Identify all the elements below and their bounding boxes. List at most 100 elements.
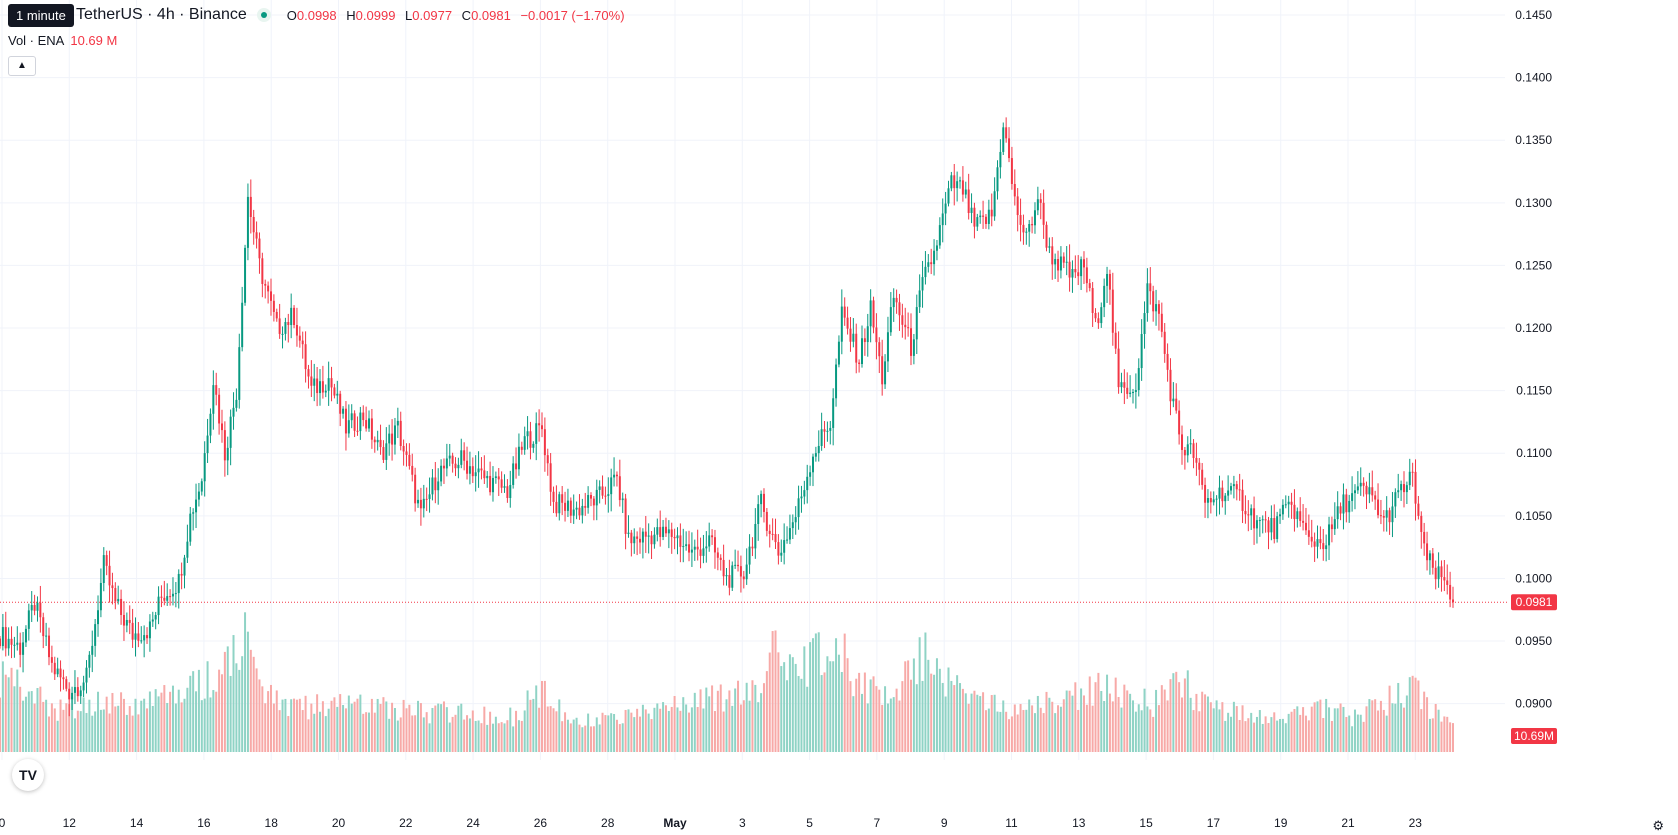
price-axis[interactable]: 0.1450 0.1400 0.1350 0.1300 0.1250 0.1200 0.11… [1511,8,1557,744]
volume-bar [552,708,555,752]
volume-bar [370,698,373,752]
candle-body [615,474,618,477]
candle-body [105,555,108,566]
candle-body [1172,398,1175,402]
last-volume-tag [1511,728,1557,744]
time-axis[interactable]: 0 12 14 16 18 20 22 24 26 28 May 3 5 7 9 11 13 15 17 19 21 23 [0,816,1422,830]
volume-bar [1356,714,1359,752]
volume-legend[interactable]: Vol · ENA 10.69 M [8,33,117,48]
volume-bar [368,712,371,752]
volume-bar [1284,723,1287,752]
candle-body [307,369,310,377]
candle-body [186,541,189,558]
candle-body [166,596,169,601]
candle-body [973,207,976,227]
market-status-icon[interactable] [256,8,271,22]
candle-body [238,347,241,400]
volume-bar [895,688,898,752]
candle-body [50,657,53,663]
volume-bar [734,688,737,752]
volume-bar [1062,699,1065,752]
candle-body [809,472,812,477]
candle-body [1062,256,1065,263]
candle-body [1328,524,1331,546]
volume-bar [391,702,394,752]
volume-bar [460,703,463,752]
candle-body [1045,224,1048,248]
volume-bar [618,724,621,752]
candle-body [1074,268,1077,273]
volume-bar [1166,700,1169,752]
candle-body [30,605,33,611]
candle-body [930,262,933,265]
candle-body [1025,231,1028,233]
volume-bar [1183,678,1186,752]
candle-body [1250,508,1253,516]
volume-bar [414,715,417,752]
candle-body [336,393,339,396]
candle-body [728,575,731,588]
volume-bar [1114,677,1117,752]
volume-bar [1316,701,1319,752]
candle-body [1353,490,1356,494]
candle-body [1160,313,1163,332]
volume-bar [1345,716,1348,752]
candle-body [88,654,91,668]
volume-bar [218,669,221,752]
volume-bar [1293,708,1296,752]
symbol-title[interactable]: TetherUS · 4h · Binance [76,6,247,23]
tradingview-logo-icon[interactable]: TV [12,759,44,791]
volume-bar [664,705,667,752]
x-tick-label: 20 [332,816,346,830]
candle-body [783,540,786,553]
volume-bar [174,703,177,752]
volume-bar [656,703,659,752]
candle-body [382,447,385,460]
volume-bar [1059,706,1062,752]
candle-body [1114,332,1117,349]
candle-body [16,642,19,645]
candle-body [1181,434,1184,450]
candle-body [561,494,564,503]
candle-body [269,291,272,301]
volume-bar [604,715,607,752]
volume-bar [1307,720,1310,752]
volume-bar [1016,714,1019,752]
volume-bar [1025,709,1028,752]
volume-bar [111,692,114,752]
candle-body [19,642,22,655]
volume-bar [1449,722,1452,752]
volume-bar [520,720,523,752]
volume-bar [379,703,382,752]
candle-body [829,427,832,431]
candle-body [1452,599,1454,603]
candle-body [489,475,492,493]
candle-body [1273,518,1276,539]
volume-bar [1057,705,1060,752]
volume-bar [24,696,27,752]
candle-body [693,546,696,550]
volume-bar [1414,677,1417,752]
grid [0,0,1505,760]
candle-body [1204,484,1207,503]
candle-body [206,435,209,454]
volume-bar [1175,671,1178,752]
volume-bar [344,708,347,752]
low-value: 0.0977 [412,7,453,23]
candle-body [737,564,740,567]
volume-bar [226,646,229,752]
candle-body [1039,199,1042,203]
collapse-legend-button[interactable]: ▲ [8,56,36,76]
candle-body [1244,510,1247,515]
gear-icon[interactable]: ⚙ [1652,818,1664,833]
candle-body [1010,158,1013,184]
open-value: 0.0998 [296,7,337,23]
volume-bar [151,705,154,752]
volume-bar [840,672,843,752]
volume-bar [722,711,725,752]
volume-bar [636,708,639,752]
volume-bar [128,706,131,752]
volume-bar [809,642,812,752]
candle-body [950,175,953,189]
